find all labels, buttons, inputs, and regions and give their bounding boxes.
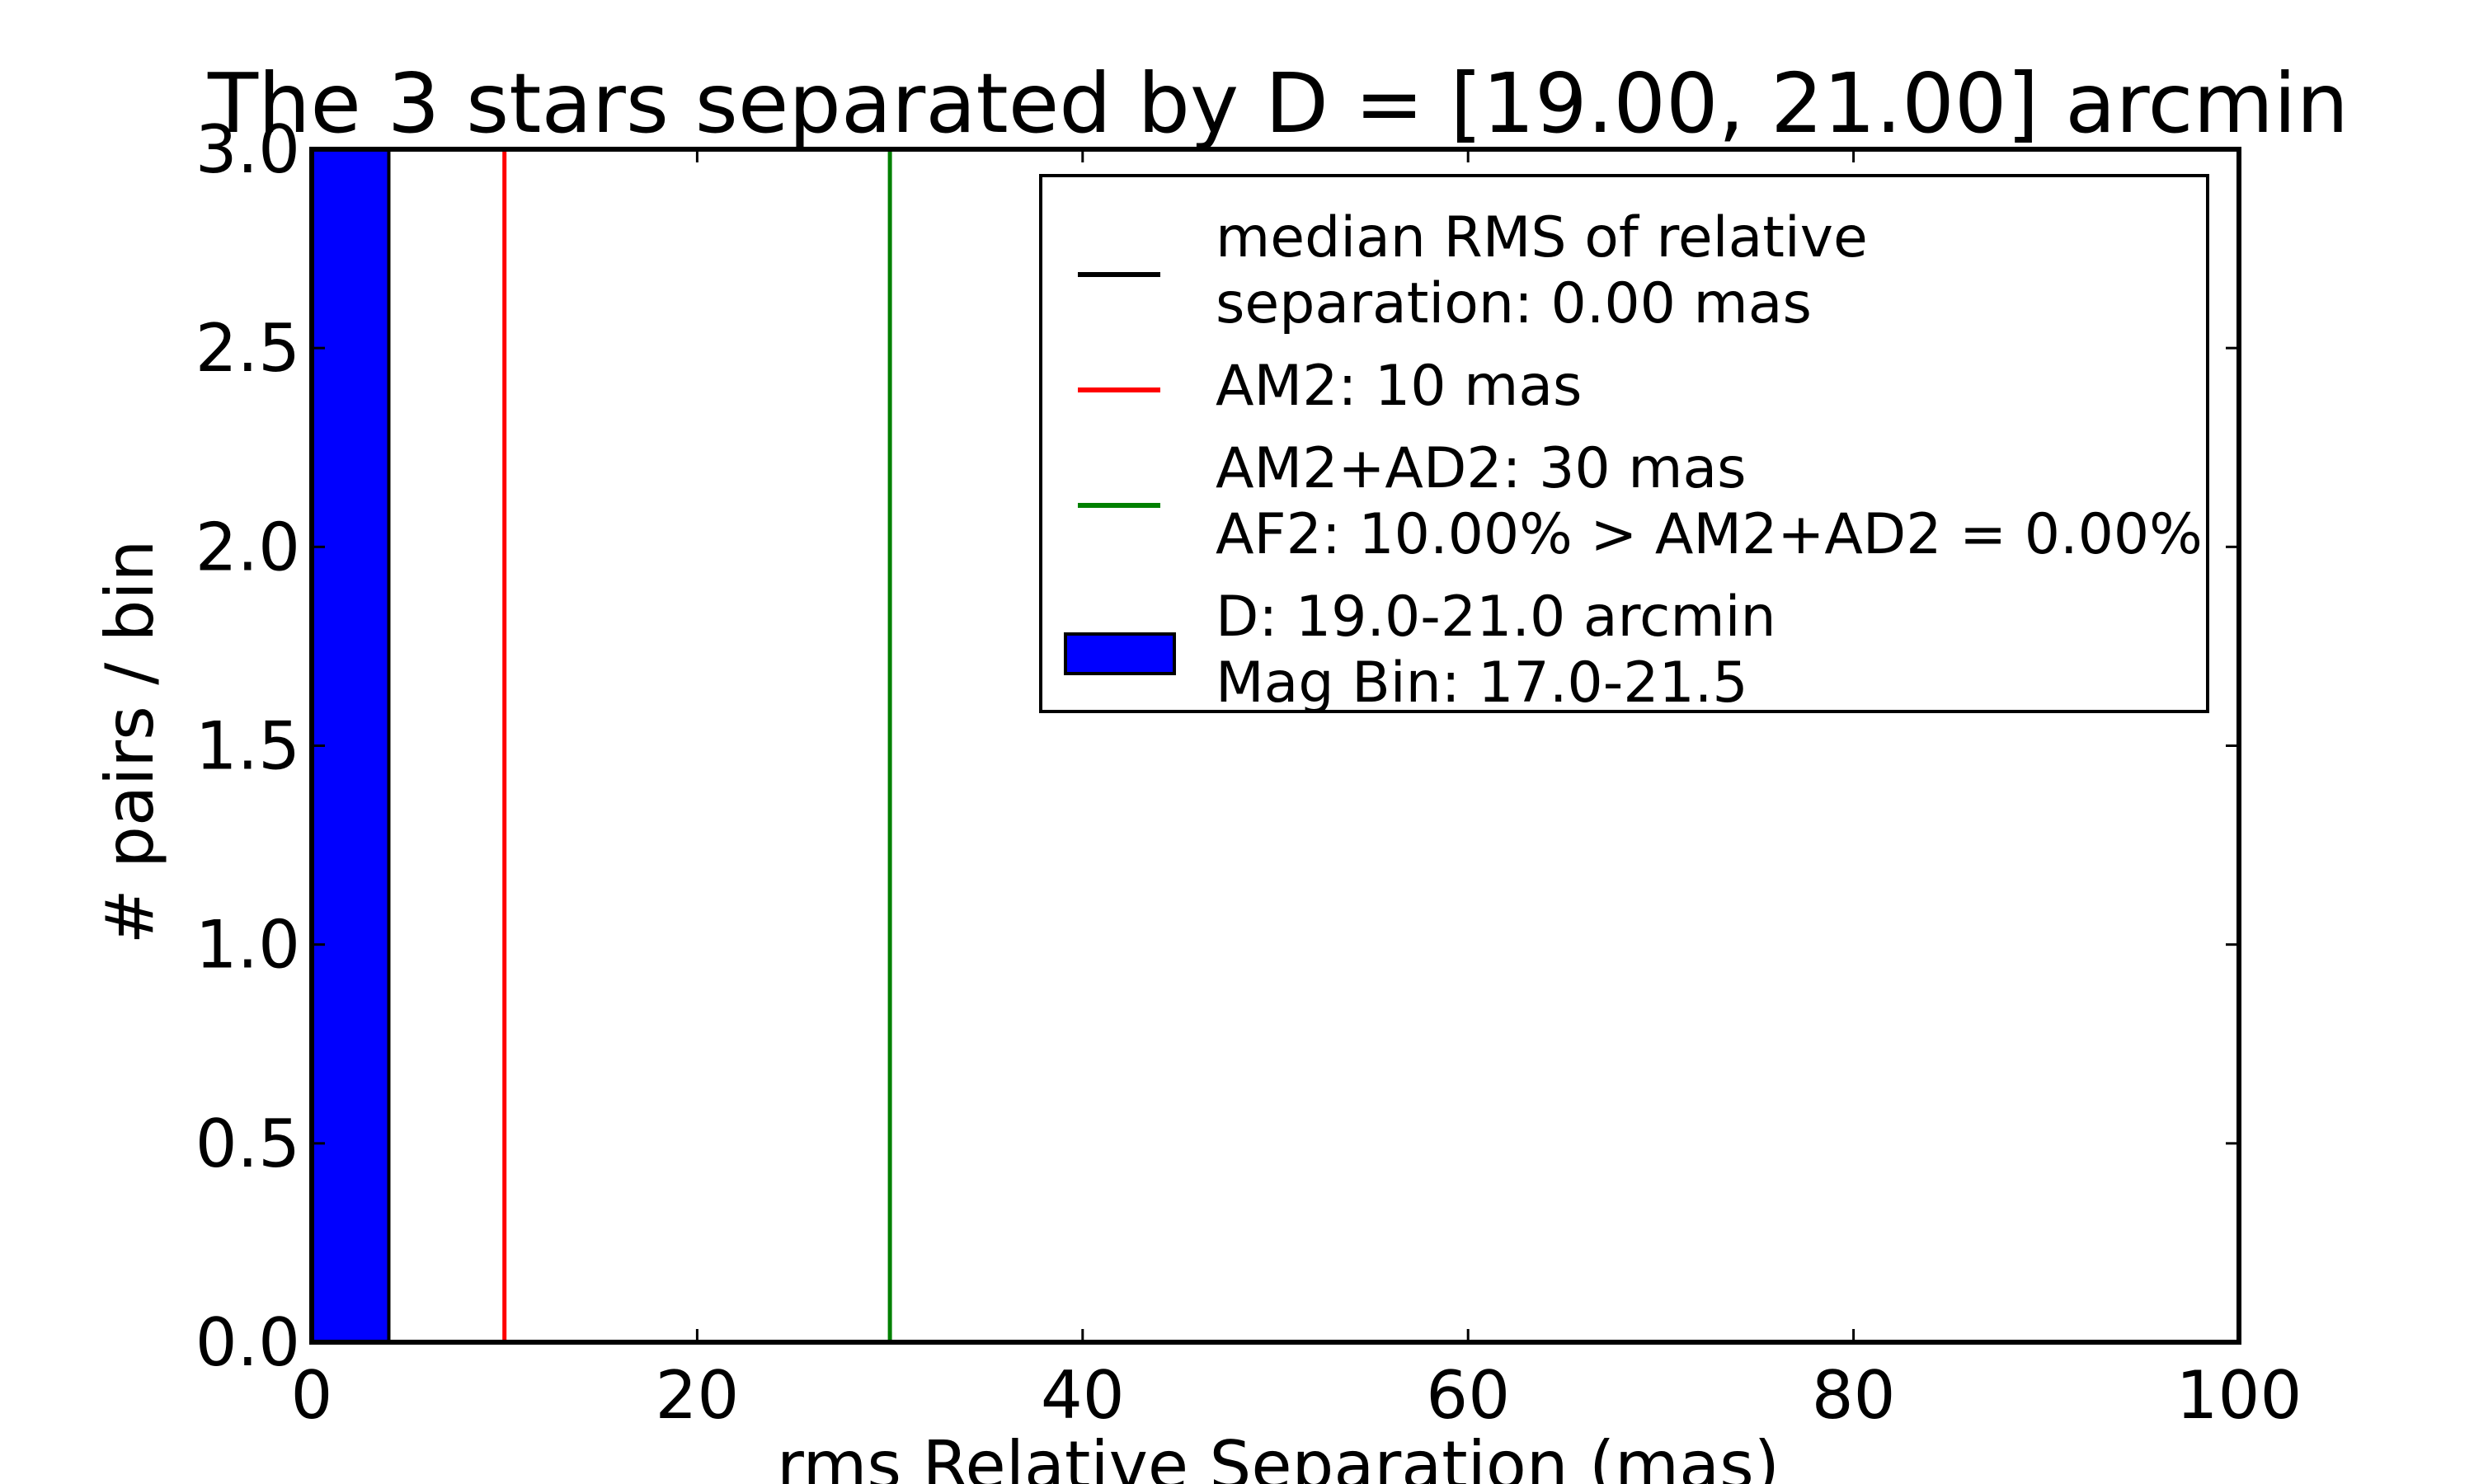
x-axis-label: rms Relative Separation (mas) (777, 1427, 1780, 1484)
legend-label-0-0: median RMS of relative (1216, 205, 1868, 270)
y-tick-label-4: 2.0 (195, 509, 300, 585)
chart-title: The 3 stars separated by D = [19.00, 21.… (207, 55, 2349, 152)
legend-label-2-1: AF2: 10.00% > AM2+AD2 = 0.00% (1216, 502, 2203, 567)
y-tick-label-0: 0.0 (195, 1304, 300, 1381)
y-tick-label-2: 1.0 (195, 907, 300, 984)
plot-area (309, 148, 892, 1344)
y-axis-label: # pairs / bin (92, 540, 168, 945)
x-tick-label-0: 0 (291, 1357, 333, 1434)
legend-label-0-1: separation: 0.00 mas (1216, 271, 1812, 336)
axes: 0 20 40 60 80 100 0.0 0.5 1.0 1.5 2.0 2.5 3.0 (195, 111, 2302, 1434)
y-tick-label-5: 2.5 (195, 310, 300, 387)
y-tick-label-1: 0.5 (195, 1106, 300, 1182)
y-tick-label-3: 1.5 (195, 708, 300, 785)
x-tick-label-3: 60 (1426, 1357, 1510, 1434)
legend-label-1-0: AM2: 10 mas (1216, 354, 1582, 419)
legend-label-2-0: AM2+AD2: 30 mas (1216, 436, 1747, 501)
x-tick-label-5: 100 (2176, 1357, 2302, 1434)
legend-patch-3 (1064, 632, 1176, 675)
legend-label-3-0: D: 19.0-21.0 arcmin (1216, 585, 1776, 650)
x-tick-label-4: 80 (1812, 1357, 1896, 1434)
x-tick-label-2: 40 (1041, 1357, 1125, 1434)
y-tick-label-6: 3.0 (195, 111, 300, 188)
legend-box (1039, 174, 2209, 713)
x-tick-label-1: 20 (656, 1357, 740, 1434)
legend-label-3-1: Mag Bin: 17.0-21.5 (1216, 650, 1748, 716)
